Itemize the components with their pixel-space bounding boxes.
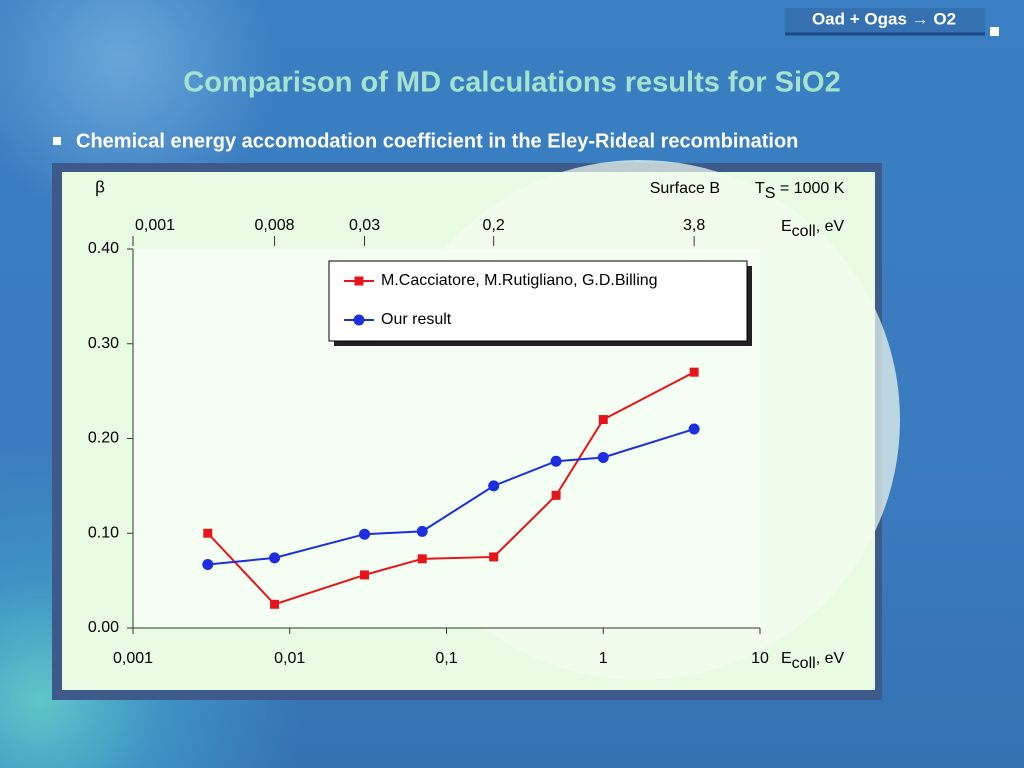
label-part: coll	[792, 223, 816, 240]
x-tick-label: 0,1	[435, 650, 457, 667]
point	[597, 451, 609, 463]
y-tick-label: 0.00	[88, 619, 119, 636]
annotation: TS = 1000 K	[755, 180, 845, 202]
point	[269, 552, 281, 564]
point	[550, 455, 562, 467]
point	[598, 415, 608, 425]
legend-label: Our result	[381, 311, 452, 328]
x-tick-label: 1	[599, 650, 608, 667]
point	[202, 559, 214, 571]
header-box	[785, 8, 985, 34]
point	[688, 423, 700, 435]
bullet-text: Chemical energy accomodation coefficient…	[76, 130, 798, 152]
label-part: , eV	[816, 650, 845, 667]
x2-tick-label: 0,008	[255, 217, 295, 234]
annotation-part: S	[765, 185, 776, 202]
y-tick-label: 0.40	[88, 240, 119, 257]
label-part: E	[781, 218, 792, 235]
x2-tick-label: 3,8	[683, 217, 705, 234]
y-tick-label: 0.30	[88, 335, 119, 352]
slide-title: Comparison of MD calculations results fo…	[183, 67, 840, 99]
label-part: E	[781, 650, 792, 667]
header-text: Oad + Ogas → O2	[812, 9, 956, 28]
point	[270, 599, 280, 609]
point	[416, 525, 428, 537]
legend-marker	[354, 276, 364, 286]
point	[417, 554, 427, 564]
bullet	[53, 137, 61, 145]
x-axis-label: Ecoll, eV	[781, 650, 844, 672]
annotation: Surface B	[650, 180, 720, 197]
x-tick-label: 10	[751, 650, 769, 667]
point	[689, 367, 699, 377]
x2-tick-label: 0,2	[483, 217, 505, 234]
point	[203, 528, 213, 538]
point	[359, 528, 371, 540]
y-tick-label: 0.10	[88, 524, 119, 541]
point	[488, 480, 500, 492]
x-tick-label: 0,001	[113, 650, 153, 667]
point	[360, 570, 370, 580]
legend-label: M.Cacciatore, M.Rutigliano, G.D.Billing	[381, 272, 658, 289]
annotation-part: = 1000 K	[775, 180, 844, 197]
x2-tick-label: 0,03	[349, 217, 380, 234]
point	[489, 552, 499, 562]
legend-marker	[353, 314, 365, 326]
annotation-part: T	[755, 180, 765, 197]
series-line	[207, 428, 695, 566]
header-square	[990, 27, 999, 36]
x2-tick-label: 0,001	[135, 217, 175, 234]
y-tick-label: 0.20	[88, 430, 119, 447]
label-part: coll	[792, 655, 816, 672]
x-tick-label: 0,01	[274, 650, 305, 667]
x2-axis-label: Ecoll, eV	[781, 218, 844, 240]
legend	[328, 260, 748, 342]
y-axis-label: β	[95, 177, 105, 196]
label-part: , eV	[816, 218, 845, 235]
point	[551, 490, 561, 500]
series-line	[207, 371, 695, 606]
